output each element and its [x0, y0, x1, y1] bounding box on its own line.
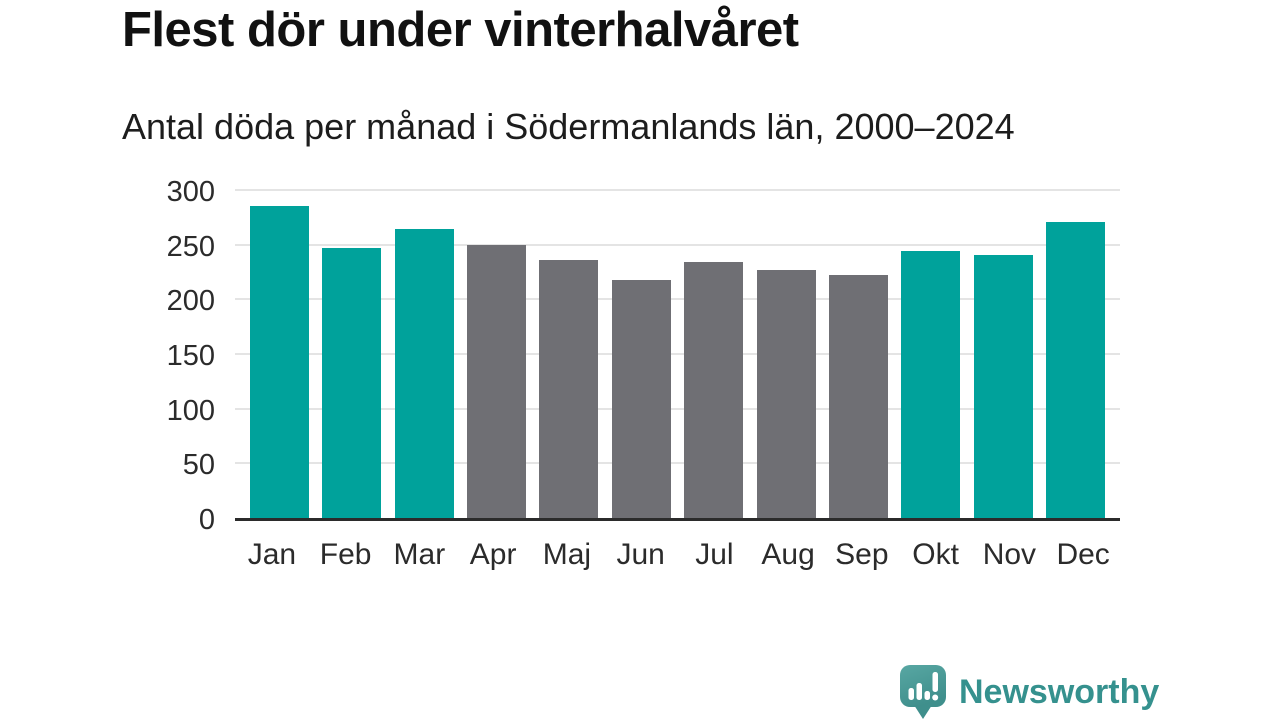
- x-tick-nov: Nov: [982, 538, 1037, 571]
- logo-bar-2: [916, 683, 922, 700]
- x-tick-dec: Dec: [1056, 538, 1110, 571]
- gridline-300: [235, 189, 1120, 191]
- bar-jul: [684, 262, 744, 518]
- y-tick-0: 0: [198, 503, 215, 536]
- x-tick-jun: Jun: [616, 538, 665, 571]
- logo-exclamation-stroke: [932, 672, 938, 692]
- x-tick-sep: Sep: [835, 538, 889, 571]
- newsworthy-logo: Newsworthy: [898, 664, 1159, 720]
- x-axis-tick-labels: Jan Feb Mar Apr Maj Jun Jul Aug Sep Okt Nov Dec: [235, 538, 1120, 572]
- chart-title: Flest dör under vinterhalvåret: [122, 3, 799, 57]
- logo-bar-1: [908, 688, 914, 700]
- logo-bar-3: [924, 691, 930, 700]
- gridline-50: [235, 462, 1120, 465]
- bar-sep: [828, 275, 888, 518]
- y-tick-200: 200: [166, 285, 215, 318]
- y-tick-250: 250: [166, 230, 215, 263]
- bar-dec: [1046, 221, 1106, 518]
- y-tick-150: 150: [166, 339, 215, 372]
- y-tick-300: 300: [166, 175, 215, 208]
- y-tick-100: 100: [166, 394, 215, 427]
- x-tick-jan: Jan: [247, 538, 297, 571]
- bar-maj: [539, 260, 599, 518]
- x-tick-jul: Jul: [695, 538, 734, 571]
- x-tick-aug: Aug: [761, 538, 815, 571]
- bar-feb: [322, 247, 382, 518]
- bar-mar: [394, 229, 454, 518]
- y-tick-50: 50: [182, 449, 215, 482]
- x-tick-feb: Feb: [319, 538, 372, 571]
- chart-subtitle: Antal döda per månad i Södermanlands län…: [122, 106, 1015, 147]
- newsworthy-logo-text: Newsworthy: [959, 672, 1160, 711]
- gridline-200: [235, 298, 1120, 301]
- bar-okt: [901, 251, 961, 518]
- x-tick-okt: Okt: [912, 538, 959, 571]
- bar-apr: [466, 244, 526, 518]
- x-tick-mar: Mar: [393, 538, 446, 571]
- x-tick-maj: Maj: [542, 538, 592, 571]
- gridline-150: [235, 353, 1120, 355]
- gridline-250: [235, 243, 1120, 246]
- logo-bubble-tail: [914, 705, 932, 719]
- gridline-100: [235, 407, 1120, 410]
- logo-exclamation-dot: [932, 694, 939, 701]
- bar-nov: [973, 254, 1033, 518]
- bar-jun: [611, 279, 671, 518]
- newsworthy-logo-icon: [900, 665, 946, 719]
- bar-series: [235, 193, 1120, 518]
- plot-area: [235, 189, 1120, 521]
- bar-aug: [756, 269, 816, 518]
- bar-jan: [249, 206, 309, 518]
- logo-bubble: [900, 665, 946, 707]
- x-tick-apr: Apr: [469, 538, 517, 571]
